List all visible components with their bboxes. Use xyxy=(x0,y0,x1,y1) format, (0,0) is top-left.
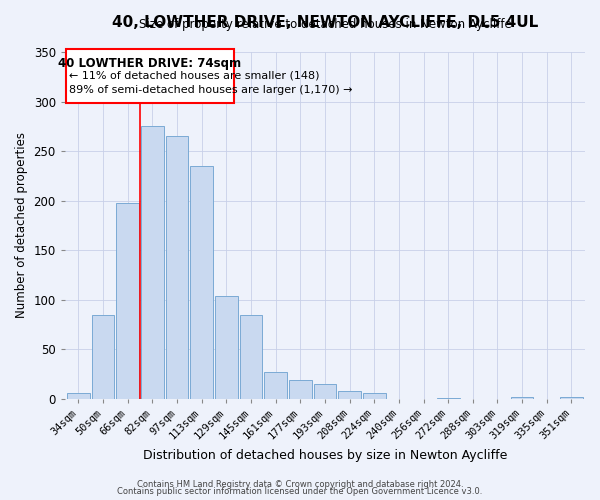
Bar xyxy=(92,316,115,398)
Bar xyxy=(116,204,139,398)
Text: 40 LOWTHER DRIVE: 74sqm: 40 LOWTHER DRIVE: 74sqm xyxy=(58,57,241,70)
Title: 40, LOWTHER DRIVE, NEWTON AYCLIFFE, DL5 4UL: 40, LOWTHER DRIVE, NEWTON AYCLIFFE, DL5 … xyxy=(112,15,538,30)
FancyBboxPatch shape xyxy=(65,49,234,104)
Bar xyxy=(264,372,287,398)
Text: Contains HM Land Registry data © Crown copyright and database right 2024.: Contains HM Land Registry data © Crown c… xyxy=(137,480,463,489)
Bar xyxy=(67,392,90,398)
Bar xyxy=(141,126,164,398)
Bar xyxy=(239,316,262,398)
Bar xyxy=(560,396,583,398)
Text: Size of property relative to detached houses in Newton Aycliffe: Size of property relative to detached ho… xyxy=(139,18,511,31)
Text: 89% of semi-detached houses are larger (1,170) →: 89% of semi-detached houses are larger (… xyxy=(69,84,353,94)
Bar xyxy=(190,166,213,398)
Text: ← 11% of detached houses are smaller (148): ← 11% of detached houses are smaller (14… xyxy=(69,71,320,81)
Bar xyxy=(289,380,311,398)
Bar xyxy=(314,384,336,398)
Bar xyxy=(363,392,386,398)
Text: Contains public sector information licensed under the Open Government Licence v3: Contains public sector information licen… xyxy=(118,488,482,496)
X-axis label: Distribution of detached houses by size in Newton Aycliffe: Distribution of detached houses by size … xyxy=(143,450,507,462)
Bar xyxy=(166,136,188,398)
Y-axis label: Number of detached properties: Number of detached properties xyxy=(15,132,28,318)
Bar xyxy=(338,390,361,398)
Bar xyxy=(215,296,238,399)
Bar xyxy=(511,396,533,398)
